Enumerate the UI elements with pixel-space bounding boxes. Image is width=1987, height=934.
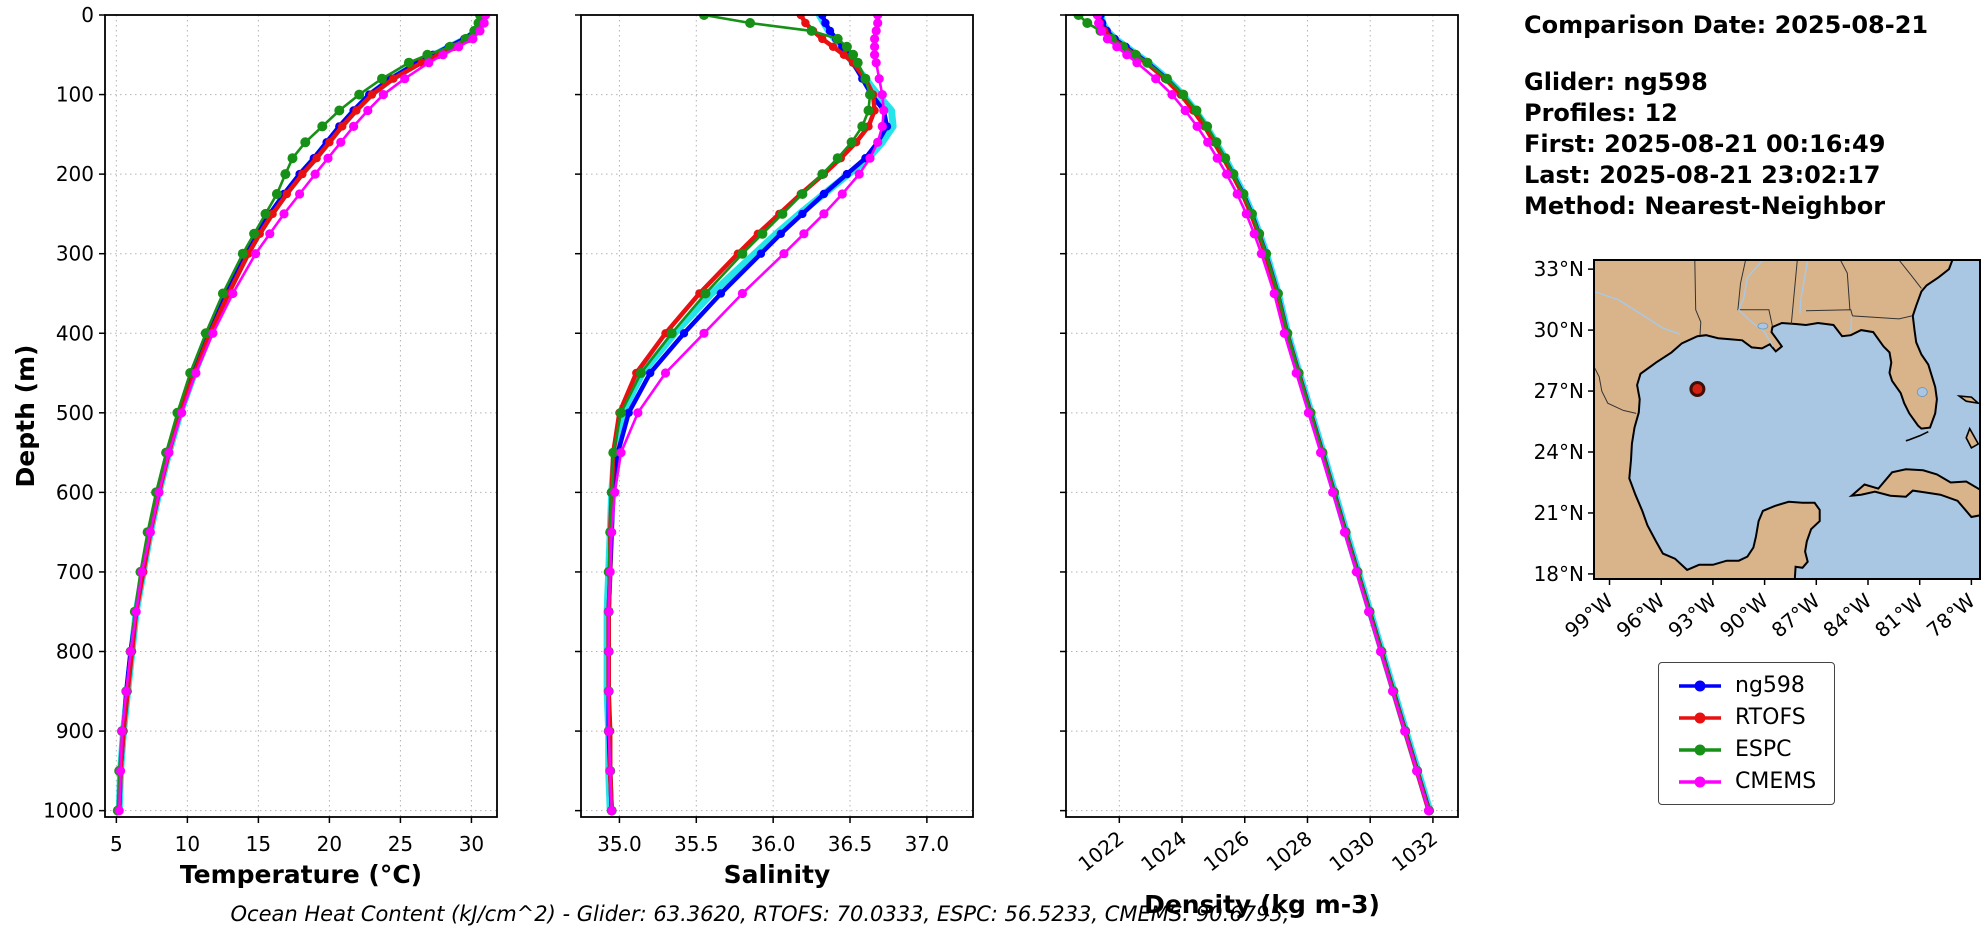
- comparison-date-text: Comparison Date: 2025-08-21: [1524, 11, 1929, 39]
- comparison-metadata-block: Comparison Date: 2025-08-21 Glider: ng59…: [1524, 10, 1928, 222]
- svg-text:81°W: 81°W: [1870, 588, 1928, 642]
- svg-text:33°N: 33°N: [1534, 257, 1584, 281]
- svg-text:96°W: 96°W: [1612, 588, 1670, 642]
- svg-text:78°W: 78°W: [1922, 588, 1980, 642]
- svg-text:35.5: 35.5: [674, 832, 719, 856]
- svg-text:93°W: 93°W: [1663, 588, 1721, 642]
- svg-text:300: 300: [56, 242, 94, 266]
- svg-text:15: 15: [246, 832, 271, 856]
- svg-text:Salinity: Salinity: [724, 860, 831, 889]
- svg-text:87°W: 87°W: [1767, 588, 1825, 642]
- svg-text:100: 100: [56, 83, 94, 107]
- svg-text:900: 900: [56, 719, 94, 743]
- svg-text:Temperature (°C): Temperature (°C): [180, 860, 422, 889]
- svg-text:600: 600: [56, 480, 94, 504]
- svg-text:0: 0: [81, 3, 94, 27]
- svg-text:20: 20: [317, 832, 342, 856]
- svg-text:1032: 1032: [1387, 826, 1442, 876]
- svg-text:1022: 1022: [1073, 826, 1128, 876]
- legend-entry-label: CMEMS: [1735, 769, 1817, 794]
- gulf-of-mexico-map: 33°N 30°N 27°N 24°N 21°N 18°N99°W96°W93°W90°W…: [1534, 257, 1981, 642]
- last-profile-time-text: Last: 2025-08-21 23:02:17: [1524, 161, 1881, 189]
- svg-text:25: 25: [388, 832, 413, 856]
- ohc-annotation: Ocean Heat Content (kJ/cm^2) - Glider: 6…: [230, 902, 1290, 926]
- svg-text:24°N: 24°N: [1534, 440, 1584, 464]
- svg-text:90°W: 90°W: [1715, 588, 1773, 642]
- first-profile-time-text: First: 2025-08-21 00:16:49: [1524, 130, 1886, 158]
- svg-text:18°N: 18°N: [1534, 562, 1584, 586]
- metadata-spacer: [1524, 41, 1928, 67]
- svg-text:36.0: 36.0: [751, 832, 796, 856]
- svg-text:400: 400: [56, 321, 94, 345]
- svg-text:84°W: 84°W: [1818, 588, 1876, 642]
- temperature-profile-chart: 5 10 15 20 25 3001002003004005006007008009001…: [11, 3, 498, 889]
- svg-text:500: 500: [56, 401, 94, 425]
- svg-text:37.0: 37.0: [905, 832, 950, 856]
- method-text: Method: Nearest-Neighbor: [1524, 192, 1886, 220]
- legend-line-marker-icon: [1679, 712, 1721, 723]
- svg-text:35.0: 35.0: [597, 832, 642, 856]
- svg-text:21°N: 21°N: [1534, 501, 1584, 525]
- svg-text:1000: 1000: [43, 799, 94, 823]
- legend-entry-espc: ESPC: [1677, 737, 1816, 762]
- svg-text:1024: 1024: [1136, 826, 1191, 876]
- svg-text:800: 800: [56, 640, 94, 664]
- chart-legend: ng598 RTOFS ESPC CMEMS: [1658, 662, 1836, 805]
- svg-text:Depth (m): Depth (m): [11, 345, 40, 488]
- svg-text:1026: 1026: [1199, 826, 1254, 876]
- svg-text:30: 30: [459, 832, 484, 856]
- svg-text:10: 10: [175, 832, 200, 856]
- glider-name-text: Glider: ng598: [1524, 68, 1708, 96]
- svg-text:99°W: 99°W: [1560, 588, 1618, 642]
- svg-text:200: 200: [56, 162, 94, 186]
- legend-entry-label: RTOFS: [1735, 705, 1806, 730]
- legend-entry-rtofs: RTOFS: [1677, 705, 1816, 730]
- svg-text:36.5: 36.5: [828, 832, 873, 856]
- svg-text:700: 700: [56, 560, 94, 584]
- svg-text:Density (kg m-3): Density (kg m-3): [1144, 890, 1380, 919]
- svg-text:1028: 1028: [1262, 826, 1317, 876]
- svg-text:1030: 1030: [1324, 826, 1379, 876]
- svg-text:27°N: 27°N: [1534, 379, 1584, 403]
- svg-text:30°N: 30°N: [1534, 318, 1584, 342]
- legend-line-marker-icon: [1679, 744, 1721, 755]
- glider-location-marker: [1689, 381, 1706, 398]
- legend-line-marker-icon: [1679, 680, 1721, 691]
- legend-entry-cmems: CMEMS: [1677, 769, 1816, 794]
- profiles-count-text: Profiles: 12: [1524, 99, 1678, 127]
- salinity-profile-chart: 35.0 35.5 36.0 36.5 37.0 Salinity: [575, 14, 974, 889]
- legend-entry-ng598: ng598: [1677, 673, 1816, 698]
- svg-text:5: 5: [110, 832, 123, 856]
- legend-entry-label: ESPC: [1735, 737, 1792, 762]
- legend-line-marker-icon: [1679, 776, 1721, 787]
- legend-entry-label: ng598: [1735, 673, 1805, 698]
